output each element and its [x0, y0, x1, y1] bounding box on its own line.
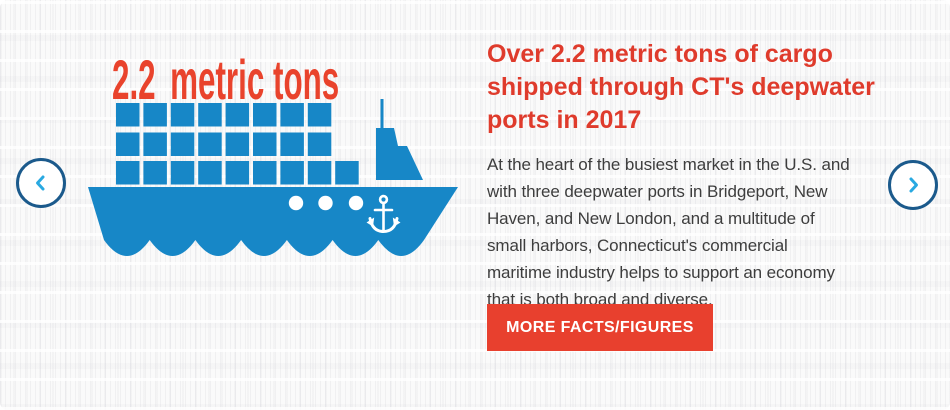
cargo-container — [335, 161, 359, 185]
cargo-container — [170, 161, 195, 185]
containers-grid — [116, 103, 359, 185]
cargo-container — [307, 161, 332, 185]
cargo-container — [253, 132, 277, 156]
porthole — [288, 195, 304, 211]
carousel-prev-button[interactable] — [16, 158, 66, 208]
anchor-icon — [366, 194, 401, 234]
ship-mast — [380, 99, 384, 129]
carousel-next-button[interactable] — [888, 160, 938, 210]
more-facts-button[interactable]: MORE FACTS/FIGURES — [487, 304, 713, 351]
cargo-container — [116, 132, 140, 156]
slide-body: At the heart of the busiest market in th… — [487, 155, 850, 309]
ship-hull — [88, 187, 458, 256]
stat-label: 2.2 metric tons — [112, 52, 339, 108]
cargo-container — [280, 161, 304, 185]
cargo-container — [280, 132, 304, 156]
cargo-container — [116, 161, 140, 185]
chevron-left-icon — [36, 175, 45, 191]
porthole — [348, 195, 364, 211]
cargo-container — [225, 161, 250, 185]
cargo-container — [253, 161, 277, 185]
stat-value: 2.2 — [112, 48, 156, 111]
chevron-right-icon — [909, 177, 918, 193]
cargo-container — [198, 132, 222, 156]
stat-unit: metric tons — [170, 48, 340, 111]
cargo-container — [143, 132, 167, 156]
cargo-container — [198, 161, 222, 185]
cargo-container — [143, 161, 167, 185]
cargo-container — [225, 132, 250, 156]
cargo-container — [307, 132, 332, 156]
porthole — [318, 195, 333, 211]
ship-bridge — [376, 128, 423, 180]
cargo-container — [170, 132, 195, 156]
slide-heading: Over 2.2 metric tons of cargo shipped th… — [487, 40, 875, 134]
